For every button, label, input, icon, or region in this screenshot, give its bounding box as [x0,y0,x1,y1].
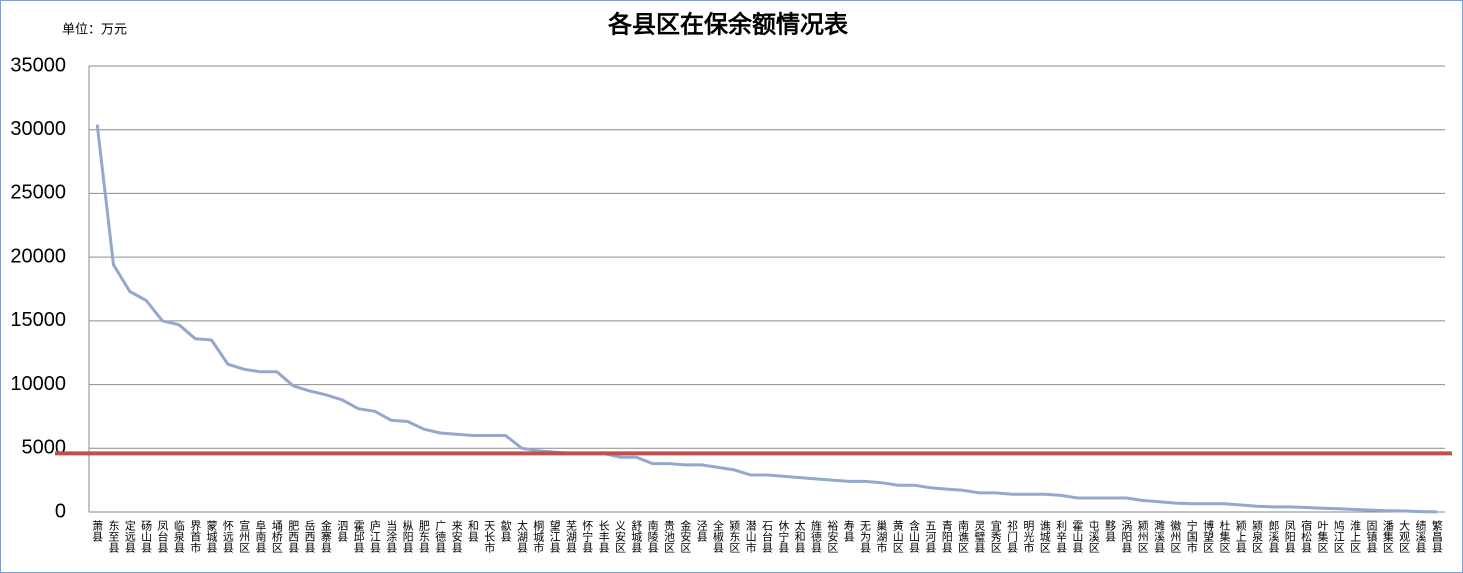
y-tick-label: 20000 [10,245,66,267]
x-tick-label: 叶集区 [1316,520,1329,553]
x-tick-label: 固镇县 [1365,520,1378,554]
x-tick-label: 明光市 [1022,520,1035,554]
y-tick-label: 30000 [10,118,66,140]
x-tick-label: 望江县 [548,520,561,554]
x-tick-label: 砀山县 [140,520,153,554]
x-tick-label: 埇桥区 [270,520,283,553]
x-tick-label: 涡阳县 [1120,520,1133,554]
x-tick-label: 凤阳县 [1283,520,1296,554]
x-tick-label: 博望区 [1202,520,1215,553]
chart-title: 各县区在保余额情况表 [607,10,849,39]
x-tick-label: 霍山县 [1071,520,1084,554]
x-tick-label: 肥东县 [417,520,430,554]
unit-label: 单位：万元 [62,23,127,38]
x-tick-label: 潜山市 [744,519,757,554]
x-tick-label: 临泉县 [172,519,185,554]
x-tick-label: 宣州区 [238,519,251,553]
x-tick-label: 含山县 [908,519,921,554]
x-tick-label: 泾县 [695,520,708,543]
x-tick-label: 界首市 [189,520,202,554]
x-tick-label: 金寨县 [319,519,332,554]
y-tick-label: 25000 [10,182,66,204]
x-tick-label: 绩溪县 [1414,520,1427,554]
x-tick-label: 凤台县 [156,520,169,554]
x-tick-label: 潘集区 [1381,520,1394,553]
x-tick-label: 颍上县 [1234,520,1247,554]
y-tick-label: 5000 [22,437,67,459]
x-tick-label: 来安县 [450,520,463,554]
x-tick-label: 繁昌县 [1430,519,1443,554]
x-tick-label: 屯溪区 [1087,520,1100,553]
x-tick-label: 舒城县 [630,519,643,554]
x-tick-label: 淮上区 [1349,520,1362,553]
x-tick-label: 太湖县 [515,520,528,554]
x-tick-label: 无为县 [859,520,872,554]
x-tick-label: 裕安区 [826,520,839,553]
x-tick-label: 鸠江区 [1332,519,1345,553]
x-tick-label: 当涂县 [385,519,398,554]
x-tick-label: 巢湖市 [875,520,888,554]
x-tick-label: 芜湖县 [564,519,577,554]
x-tick-label: 桐城市 [532,519,545,554]
x-tick-label: 谯城区 [1038,519,1051,553]
x-tick-label: 五河县 [924,520,937,554]
y-tick-label: 10000 [10,373,66,395]
x-tick-label: 全椒县 [711,519,724,554]
x-tick-label: 南陵县 [646,520,659,554]
x-tick-label: 宿松县 [1300,519,1313,554]
x-tick-label: 杜集区 [1218,519,1231,553]
x-tick-label: 蒙城县 [205,520,218,554]
x-tick-label: 寿县 [842,519,855,543]
x-tick-label: 大观区 [1398,519,1411,553]
x-tick-label: 长丰县 [597,520,610,554]
x-tick-label: 休宁县 [777,520,790,554]
x-tick-label: 颍泉区 [1251,520,1264,553]
x-tick-label: 广德县 [434,520,447,554]
x-tick-label: 和县 [466,520,479,543]
x-tick-label: 天长市 [483,520,496,554]
x-tick-label: 金安区 [679,519,692,553]
x-tick-label: 宜秀区 [989,519,1002,553]
x-tick-label: 阜南县 [254,520,267,554]
data-line [95,124,1437,514]
x-tick-label: 枞阳县 [401,520,414,554]
x-tick-label: 庐江县 [368,519,381,554]
x-tick-label: 义安区 [613,520,626,553]
x-tick-label: 太和县 [793,520,806,554]
x-tick-label: 颍东区 [728,520,741,553]
x-tick-label: 利辛县 [1055,520,1068,554]
x-tick-label: 颍州区 [1136,520,1149,553]
x-tick-label: 怀宁县 [581,520,594,554]
x-tick-label: 灵璧县 [973,520,986,554]
y-tick-label: 15000 [10,309,66,331]
x-tick-label: 黄山区 [891,519,904,553]
x-tick-label: 肥西县 [287,520,300,554]
x-tick-label: 泗县 [336,520,349,543]
x-tick-label: 歙县 [499,519,512,543]
x-tick-label: 东至县 [107,520,120,554]
x-tick-label: 徽州区 [1169,519,1182,553]
y-tick-label: 35000 [10,54,66,76]
x-tick-label: 萧县 [91,520,104,543]
x-tick-label: 旌德县 [810,519,823,554]
x-tick-label: 宁国市 [1185,519,1198,554]
x-tick-label: 定远县 [123,519,136,554]
x-tick-label: 青阳县 [940,520,953,554]
x-tick-label: 怀远县 [221,520,234,554]
x-tick-label: 郎溪县 [1267,519,1280,554]
x-tick-label: 石台县 [761,520,774,554]
x-tick-label: 南谯区 [957,520,970,553]
x-tick-label: 霍邱县 [352,520,365,554]
x-tick-label: 濉溪县 [1153,520,1166,554]
x-tick-label: 黟县 [1104,520,1117,543]
x-tick-label: 贵池区 [662,520,675,553]
y-tick-label: 0 [55,500,66,522]
x-tick-label: 祁门县 [1006,519,1019,554]
x-tick-label: 岳西县 [303,520,316,554]
